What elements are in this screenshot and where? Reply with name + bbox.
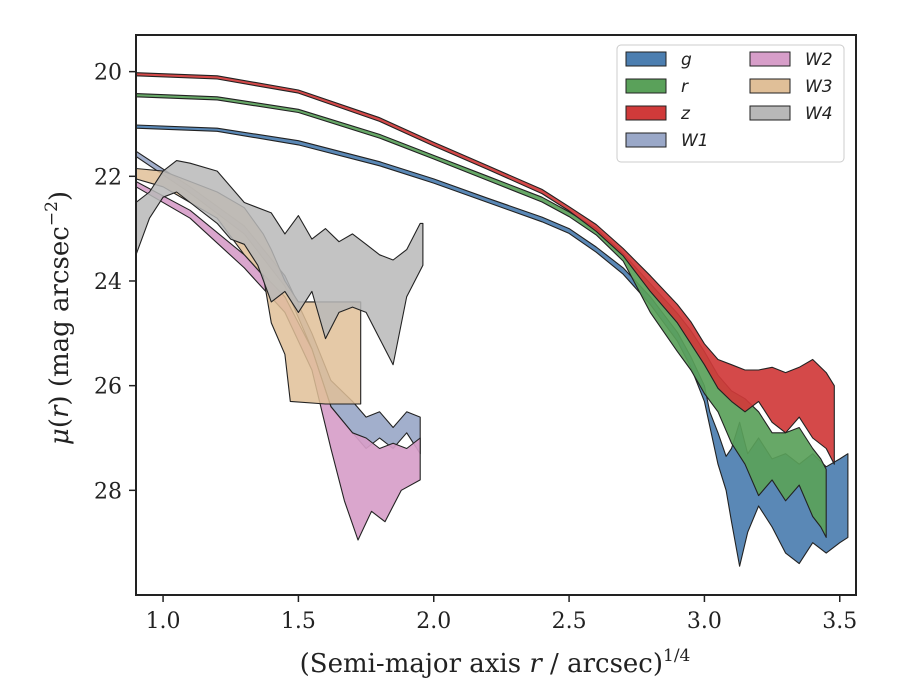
- legend-box: [616, 44, 845, 163]
- x-axis-label-superscript: 1/4: [663, 646, 690, 666]
- profile-bands: [136, 72, 849, 567]
- legend-swatch-w4: [749, 105, 791, 121]
- x-axis-ticks: 1.0 1.5 2.0 2.5 3.0 3.5: [146, 595, 857, 634]
- y-axis-label-var: r: [45, 404, 75, 418]
- y-axis-label: μ(r) (mag arcsec−2): [42, 191, 75, 445]
- legend-label-z: z: [680, 104, 691, 124]
- y-axis-label-end: ): [45, 191, 75, 201]
- x-tick-label: 3.0: [687, 609, 722, 634]
- band-g: [136, 124, 849, 567]
- y-tick-label: 24: [94, 270, 122, 295]
- legend-label-w4: W4: [805, 104, 833, 124]
- y-axis-label-open: (: [45, 418, 75, 428]
- legend-swatch-w1: [625, 132, 667, 148]
- legend-swatch-z: [625, 105, 667, 121]
- y-tick-label: 26: [94, 375, 122, 400]
- legend-label-g: g: [681, 50, 692, 70]
- x-tick-label: 2.0: [416, 609, 451, 634]
- legend-swatch-w3: [749, 78, 791, 94]
- legend-label-w2: W2: [805, 50, 833, 70]
- y-axis-ticks: 20 22 24 26 28: [94, 61, 136, 504]
- x-tick-label: 1.0: [146, 609, 181, 634]
- legend-swatch-w2: [749, 51, 791, 67]
- legend-swatch-g: [625, 51, 667, 67]
- x-axis-label: (Semi-major axis r / arcsec)1/4: [300, 646, 691, 679]
- legend-label-w3: W3: [805, 77, 833, 97]
- x-tick-label: 2.5: [552, 609, 587, 634]
- legend-label-r: r: [681, 77, 689, 97]
- y-axis-label-unit: ) (mag arcsec: [45, 226, 75, 405]
- y-tick-label: 28: [94, 479, 122, 504]
- y-axis-label-mu: μ: [45, 428, 75, 445]
- band-w4: [136, 160, 424, 366]
- y-tick-label: 22: [94, 165, 122, 190]
- x-tick-label: 3.5: [822, 609, 857, 634]
- legend-swatch-r: [625, 78, 667, 94]
- band-z: [136, 72, 835, 465]
- x-axis-label-suffix: / arcsec): [542, 649, 663, 679]
- x-axis-label-var: r: [529, 649, 543, 679]
- y-axis-label-superscript: −2: [42, 201, 62, 226]
- legend-label-w1: W1: [681, 131, 709, 151]
- y-tick-label: 20: [94, 61, 122, 86]
- plot-frame: [135, 34, 857, 596]
- x-axis-label-prefix: (Semi-major axis: [300, 649, 530, 679]
- legend: grz W1 W2 W3 W4: [616, 44, 845, 163]
- x-tick-label: 1.5: [281, 609, 316, 634]
